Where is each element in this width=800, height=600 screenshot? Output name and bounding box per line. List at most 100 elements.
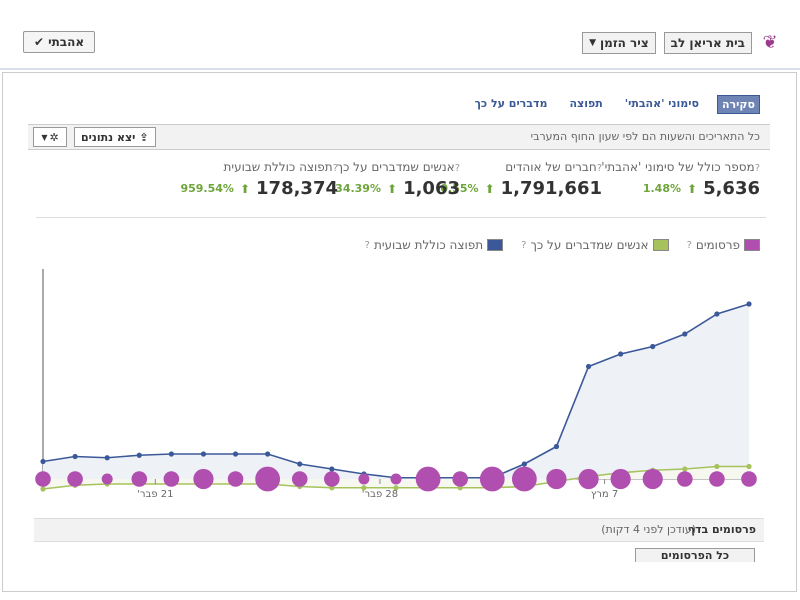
tab-likes[interactable]: סימוני 'אהבתי' [624,97,699,110]
reach-point [297,461,303,467]
stat-percent: 1.48% [642,182,681,195]
post-bubble [677,471,693,487]
post-bubble [390,473,402,485]
up-arrow-icon: ⬆ [239,181,251,196]
timezone-note: כל התאריכים והשעות הם לפי שעון החוף המער… [530,130,760,143]
timeline-dropdown[interactable]: ציר הזמן ▼ [582,32,656,54]
legend-label: אנשים שמדברים על כך [530,238,649,252]
chevron-down-icon: ▼ [589,38,597,48]
liked-label: אהבתי [48,35,85,49]
post-bubble [35,471,51,487]
tab-overview[interactable]: סקירה [717,95,760,114]
top-bar: ✔ אהבתי ❦ בית אריאן לב ציר הזמן ▼ [0,0,800,70]
page-title-area: ❦ בית אריאן לב ציר הזמן ▼ [582,30,780,56]
help-icon[interactable]: ? [332,163,338,174]
insights-panel [2,72,797,592]
posts-updated-note: (עודכן לפני 4 דקות) [601,523,696,536]
timeline-label: ציר הזמן [600,36,649,50]
talking-point [361,485,367,491]
stat-label: מספר כולל של סימוני 'אהבתי' [601,160,755,174]
stat-label: תפוצה כוללת שבועית [223,160,333,174]
legend-swatch [652,239,669,251]
reach-point [329,466,335,472]
x-tick-label: 21 פבר' [137,489,173,500]
post-bubble [324,471,340,487]
reach-area [43,304,749,479]
settings-menu-button[interactable]: ▼ ✲ [33,127,67,147]
up-arrow-icon: ⬆ [387,181,398,196]
talking-point [40,486,46,492]
reach-point [104,455,110,461]
page-logo: ❦ [762,32,778,53]
insights-chart: 21 פבר' 28 פבר' 7 מרץ [35,269,757,500]
stat-value: 178,374 [256,178,338,199]
legend-swatch [487,239,504,251]
stat-value: 1,791,661 [500,178,602,199]
reach-point [168,451,174,457]
post-bubble [291,471,308,487]
reach-point [200,451,207,457]
stat-label: אנשים שמדברים על כך [336,160,455,174]
reach-point [265,451,271,457]
up-arrow-icon: ⬆ [687,181,698,196]
stats-row: ?מספר כולל של סימוני 'אהבתי' 5,636 ⬆ 1.4… [36,160,766,210]
stat-weekly-reach: ?תפוצה כוללת שבועית 178,374 ⬆ 959.54% [180,160,338,199]
help-icon[interactable]: ? [521,239,527,251]
reach-point [553,443,560,450]
reach-point [650,343,656,350]
post-bubble [255,466,281,492]
post-bubble [709,471,725,487]
liked-button[interactable]: ✔ אהבתי [23,31,96,53]
help-icon[interactable]: ? [754,163,760,174]
timezone-info-bar: כל התאריכים והשעות הם לפי שעון החוף המער… [28,124,770,150]
help-icon[interactable]: ? [596,163,602,174]
legend-label: פרסומים [695,238,740,252]
divider [36,217,766,218]
export-data-button[interactable]: יצא נתונים ⇪ [74,127,156,147]
stat-percent: 34.39% [335,182,381,195]
legend-item-posts[interactable]: פרסומים ? [687,238,760,252]
gear-icon: ✲ [49,130,59,144]
post-bubble [227,471,244,487]
talking-point [682,466,688,472]
all-posts-button[interactable]: כל הפרסומים [635,548,755,562]
help-icon[interactable]: ? [686,239,692,251]
legend-swatch [744,239,760,251]
x-tick-label: 7 מרץ [591,489,618,500]
stat-friends-of-fans: ?חברים של אוהדים 1,791,661 ⬆ 0.55% [440,160,602,199]
talking-point [393,485,399,491]
tab-reach[interactable]: תפוצה [569,97,603,110]
tab-talking-about[interactable]: מדברים על כך [474,97,548,110]
legend-item-talking[interactable]: אנשים שמדברים על כך ? [521,238,669,252]
stat-label: חברים של אוהדים [505,160,597,174]
export-icon: ⇪ [139,130,149,144]
legend-label: תפוצה כוללת שבועית [373,238,484,252]
post-bubble [163,471,180,487]
page-name-link[interactable]: בית אריאן לב [663,32,752,54]
post-bubble [546,468,567,490]
legend-item-reach[interactable]: תפוצה כוללת שבועית ? [364,238,504,252]
chevron-down-icon: ▼ [41,132,48,142]
help-icon[interactable]: ? [364,239,370,251]
post-bubble [101,473,113,485]
reach-point [521,461,527,467]
export-label: יצא נתונים [81,130,136,144]
talking-point [746,463,752,470]
reach-point [40,458,46,465]
post-bubble [131,471,148,487]
post-bubble [578,468,599,490]
post-bubble [452,471,468,487]
post-bubble [610,468,631,490]
help-icon[interactable]: ? [454,163,460,174]
reach-point [746,301,752,307]
post-bubble [642,468,663,490]
stat-value: 1,063 [403,178,460,199]
post-bubble [67,471,83,487]
post-bubble [415,466,441,492]
reach-point [232,451,239,457]
post-bubble [511,466,537,492]
reach-point [585,363,592,370]
stat-value: 5,636 [703,178,760,199]
stat-total-likes: ?מספר כולל של סימוני 'אהבתי' 5,636 ⬆ 1.4… [601,160,760,199]
post-bubble [193,468,214,490]
